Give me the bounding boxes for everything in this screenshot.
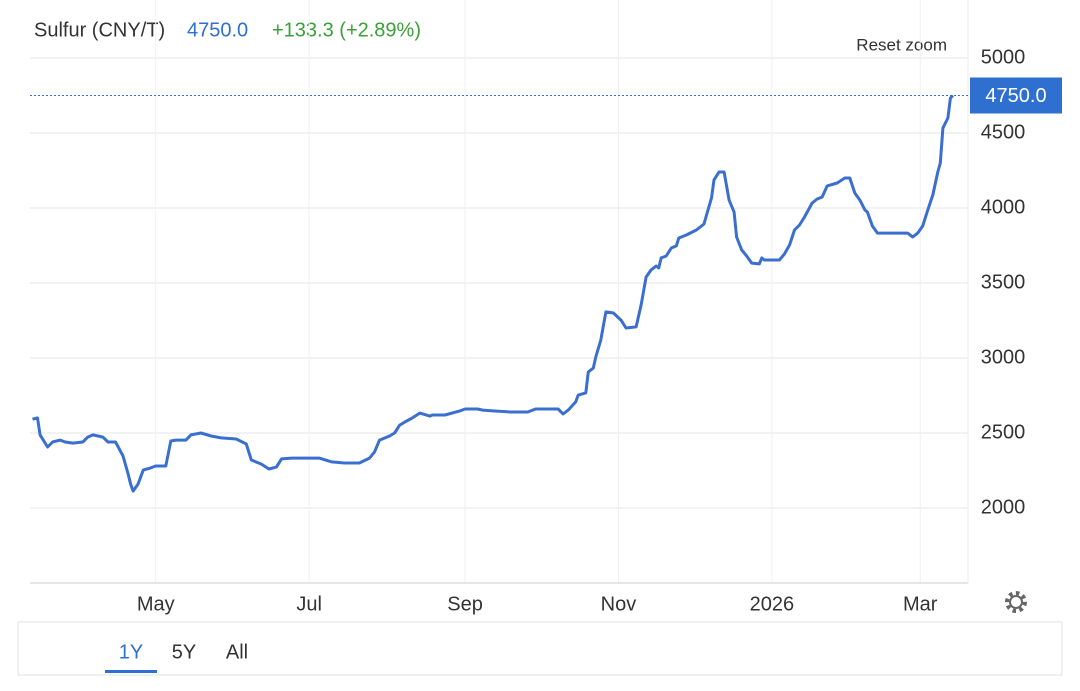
title: Sulfur (CNY/T) <box>34 19 165 41</box>
x-tick-label: May <box>137 593 175 615</box>
y-tick-label: 2500 <box>981 421 1026 443</box>
range-label: 1Y <box>119 641 143 663</box>
price: 4750.0 <box>187 19 248 41</box>
range-button[interactable]: All <box>226 641 248 663</box>
x-tick-label: Nov <box>601 593 637 615</box>
y-tick-label: 3000 <box>981 346 1026 368</box>
x-tick-label: Jul <box>296 593 322 615</box>
settings-icon[interactable] <box>1005 591 1027 613</box>
gear-teeth <box>1005 591 1027 613</box>
y-tick-label: 4500 <box>981 121 1026 143</box>
range-label: 5Y <box>172 641 196 663</box>
y-tick-label: 2000 <box>981 496 1026 518</box>
x-tick-label: 2026 <box>750 593 795 615</box>
y-tick-label: 4000 <box>981 196 1026 218</box>
x-tick-label: Sep <box>447 593 483 615</box>
price-line <box>32 94 954 493</box>
range-button[interactable]: 5Y <box>172 641 196 663</box>
y-tick-label: 3500 <box>981 271 1026 293</box>
x-tick-label: Mar <box>903 593 938 615</box>
gear-body <box>1009 595 1023 609</box>
range-button[interactable]: 1Y <box>105 641 157 673</box>
range-underline <box>105 670 157 673</box>
change: +133.3 (+2.89%) <box>272 19 421 41</box>
last-price-label: 4750.0 <box>985 85 1046 107</box>
y-tick-label: 5000 <box>981 46 1026 68</box>
range-label: All <box>226 641 248 663</box>
reset-zoom[interactable]: Reset zoom <box>856 35 947 54</box>
last-price-box <box>970 77 1062 114</box>
range-bar <box>17 621 1063 676</box>
